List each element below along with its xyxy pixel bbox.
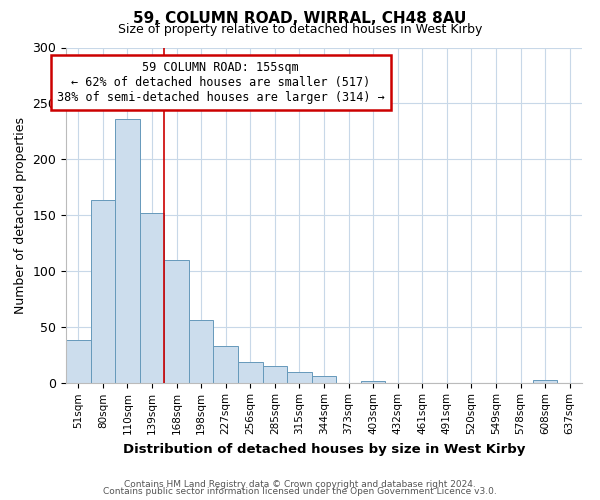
Bar	[140, 213, 164, 382]
Bar	[533, 380, 557, 382]
Text: Contains HM Land Registry data © Crown copyright and database right 2024.: Contains HM Land Registry data © Crown c…	[124, 480, 476, 489]
Bar	[312, 376, 336, 382]
Text: Size of property relative to detached houses in West Kirby: Size of property relative to detached ho…	[118, 22, 482, 36]
Bar	[115, 119, 140, 382]
X-axis label: Distribution of detached houses by size in West Kirby: Distribution of detached houses by size …	[123, 442, 525, 456]
Y-axis label: Number of detached properties: Number of detached properties	[14, 116, 27, 314]
Bar	[189, 320, 214, 382]
Text: Contains public sector information licensed under the Open Government Licence v3: Contains public sector information licen…	[103, 487, 497, 496]
Bar	[287, 372, 312, 382]
Text: 59, COLUMN ROAD, WIRRAL, CH48 8AU: 59, COLUMN ROAD, WIRRAL, CH48 8AU	[133, 11, 467, 26]
Bar	[91, 200, 115, 382]
Bar	[214, 346, 238, 383]
Bar	[164, 260, 189, 382]
Bar	[238, 362, 263, 382]
Text: 59 COLUMN ROAD: 155sqm
← 62% of detached houses are smaller (517)
38% of semi-de: 59 COLUMN ROAD: 155sqm ← 62% of detached…	[57, 61, 385, 104]
Bar	[66, 340, 91, 382]
Bar	[263, 366, 287, 382]
